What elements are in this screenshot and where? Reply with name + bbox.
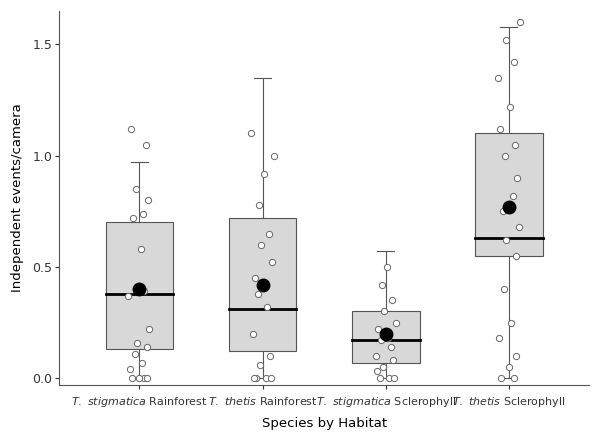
Y-axis label: Independent events/camera: Independent events/camera	[11, 104, 24, 292]
X-axis label: Species by Habitat: Species by Habitat	[262, 417, 387, 430]
Bar	[352, 311, 419, 363]
Bar	[475, 134, 543, 256]
Bar	[106, 222, 173, 349]
Bar	[229, 218, 296, 351]
